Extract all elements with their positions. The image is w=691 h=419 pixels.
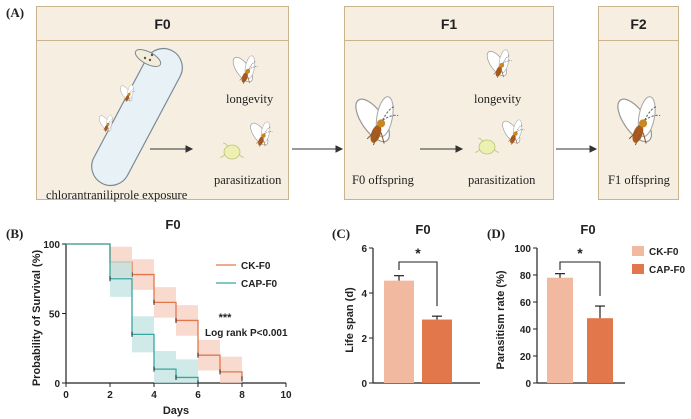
f1-box: F1 <box>344 6 554 200</box>
label-exposure: chlorantraniliprole exposure <box>46 188 188 202</box>
chart-d-bars: * <box>547 245 613 383</box>
chart-b-xtick-label: 10 <box>280 390 292 401</box>
chart-b-legend: CK-F0 CAP-F0 <box>216 261 278 290</box>
wasp-parasitization-f0-icon <box>219 119 273 160</box>
chart-c-ytick-label: 6 <box>361 244 367 255</box>
legend-ck-f0: CK-F0 <box>241 261 271 272</box>
label-longevity-f0: longevity <box>226 92 274 106</box>
wasp-f1-offspring-icon <box>610 93 661 148</box>
f2-box: F2 <box>598 6 679 200</box>
chart-d-ytick-label: 100 <box>514 244 531 255</box>
chart-c-bars: * <box>384 245 452 383</box>
panel-d-label: (D) <box>487 226 506 241</box>
chart-d-ytick-label: 80 <box>520 271 532 282</box>
legend-cd-ck: CK-F0 <box>649 247 679 258</box>
survival-band-cap-f0 <box>66 244 198 383</box>
chart-b-series <box>66 243 243 386</box>
chart-b-xtick-label: 4 <box>151 390 157 401</box>
legend-cd-cap: CAP-F0 <box>649 265 686 276</box>
label-parasitization-f0: parasitization <box>214 173 282 187</box>
panel-a-illustration <box>91 47 661 187</box>
parasitism-chart: F0 Parasitism rate (%) 0 20 40 60 80 100 * CK… <box>495 222 686 390</box>
chart-b-xtick-label: 0 <box>63 390 69 401</box>
lifespan-chart: F0 Life span (d) 0 2 4 6 * <box>344 222 480 390</box>
panel-a-label: (A) <box>6 5 25 20</box>
chart-c-ytick-label: 2 <box>361 334 367 345</box>
chart-c-bar-ck-f0 <box>384 280 414 383</box>
wasp-longevity-f1-icon <box>483 47 513 80</box>
chart-d-bar-cap-f0 <box>587 318 613 383</box>
chart-b-ytick-label: 100 <box>43 240 60 251</box>
legend-cd-ck-swatch <box>632 246 644 256</box>
chart-b-xtick-label: 6 <box>195 390 201 401</box>
chart-b-xtick-label: 8 <box>239 390 245 401</box>
panel-b-label: (B) <box>6 226 24 241</box>
label-parasitization-f1: parasitization <box>468 173 536 187</box>
f1-box-title: F1 <box>345 7 553 41</box>
flow-arrows <box>150 145 598 153</box>
f0-box-title: F0 <box>37 7 288 41</box>
chart-d-ytick-label: 60 <box>520 298 532 309</box>
chart-d-legend: CK-F0 CAP-F0 <box>632 246 686 276</box>
label-f1-offspring: F1 offspring <box>608 173 670 187</box>
chart-c-sig-bracket <box>398 261 438 307</box>
panel-c-label: (C) <box>332 226 351 241</box>
label-f0-offspring: F0 offspring <box>352 173 414 187</box>
chart-c-title: F0 <box>415 222 430 237</box>
legend-cap-f0: CAP-F0 <box>241 279 278 290</box>
chart-c-axes: 0 2 4 6 <box>361 244 480 390</box>
legend-cd-cap-swatch <box>632 264 644 274</box>
wasp-f0-offspring-icon <box>348 93 399 148</box>
label-longevity-f1: longevity <box>474 92 522 106</box>
chart-b-xtick-label: 2 <box>107 390 113 401</box>
chart-d-sig-star: * <box>577 245 583 261</box>
survival-line-cap-f0 <box>66 243 199 383</box>
chart-d-ytick-label: 0 <box>525 379 531 390</box>
chart-d-ytick-label: 20 <box>520 352 532 363</box>
survival-chart: F0 Probability of Survival (%) Days 0 50 1… <box>31 217 292 417</box>
wasp-longevity-f0-icon <box>229 53 259 86</box>
chart-d-bar-ck-f0 <box>547 277 573 383</box>
chart-d-ylabel: Parasitism rate (%) <box>495 270 507 369</box>
chart-c-bar-cap-f0 <box>422 319 452 383</box>
chart-b-xlabel: Days <box>163 405 189 417</box>
chart-b-ytick-label: 50 <box>49 310 61 321</box>
chart-b-logrank: Log rank P<0.001 <box>205 328 288 339</box>
chart-c-ytick-label: 4 <box>361 289 367 300</box>
chart-b-title: F0 <box>165 217 180 232</box>
wasp-parasitization-f1-icon <box>474 117 525 155</box>
chart-b-ytick-label: 0 <box>54 379 60 390</box>
chart-c-ytick-label: 0 <box>361 379 367 390</box>
chart-b-ylabel: Probability of Survival (%) <box>31 250 43 387</box>
test-tube-icon <box>91 47 183 187</box>
chart-b-stars: *** <box>219 312 233 324</box>
chart-d-title: F0 <box>580 222 595 237</box>
chart-c-sig-star: * <box>415 245 421 261</box>
chart-d-sig-bracket <box>559 261 601 297</box>
chart-d-ytick-label: 40 <box>520 325 532 336</box>
chart-c-ylabel: Life span (d) <box>344 287 356 353</box>
f2-box-title: F2 <box>599 7 678 41</box>
